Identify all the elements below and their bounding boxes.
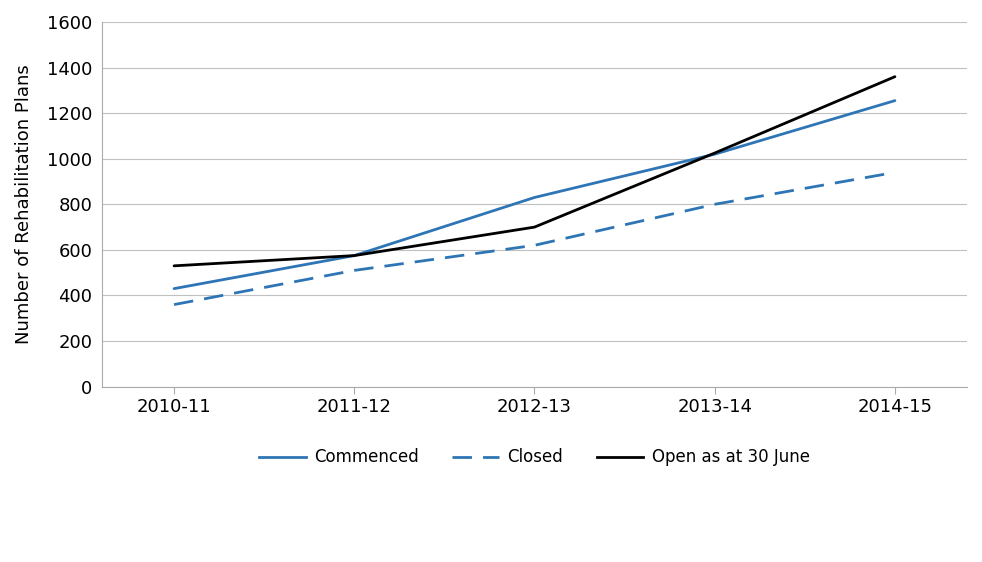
- Y-axis label: Number of Rehabilitation Plans: Number of Rehabilitation Plans: [15, 65, 33, 344]
- Legend: Commenced, Closed, Open as at 30 June: Commenced, Closed, Open as at 30 June: [252, 442, 816, 473]
